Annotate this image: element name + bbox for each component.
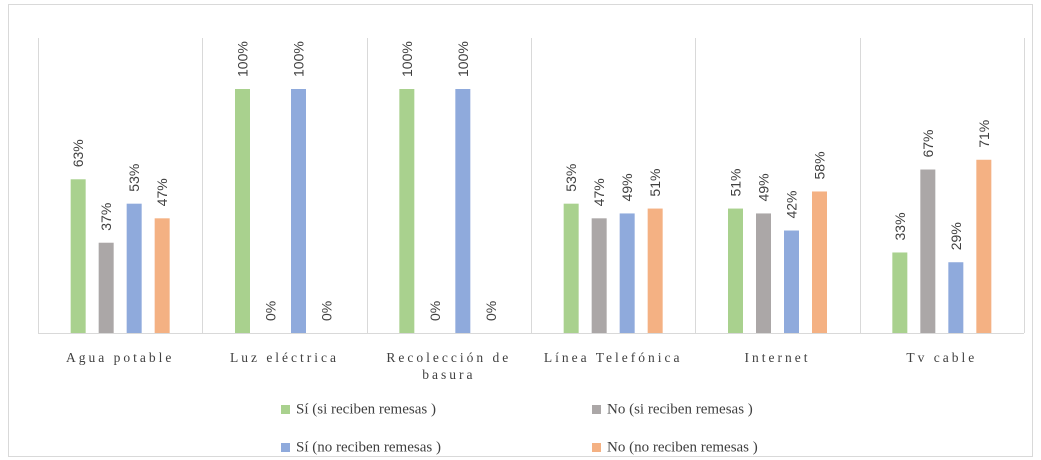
data-label: 33%	[892, 212, 908, 240]
legend-label: No (no reciben remesas )	[607, 439, 758, 455]
data-label: 49%	[619, 173, 635, 201]
data-label: 100%	[291, 41, 307, 77]
data-label: 63%	[70, 139, 86, 167]
x-tick-label: Línea Telefónica	[543, 350, 683, 365]
legend-label: Sí (no reciben remesas )	[296, 439, 441, 455]
data-label: 51%	[728, 169, 744, 197]
bar	[70, 179, 86, 333]
bar	[291, 89, 306, 333]
data-label: 47%	[591, 178, 607, 206]
bar	[892, 252, 908, 333]
x-tick-label: Agua potable	[65, 350, 175, 365]
x-tick-label: Internet	[744, 350, 811, 365]
bar	[948, 262, 964, 333]
bar	[126, 203, 142, 333]
data-label: 53%	[563, 164, 579, 192]
data-label: 58%	[812, 151, 828, 179]
x-tick-label: Tv cable	[906, 350, 978, 365]
bar	[455, 89, 471, 333]
bar	[920, 169, 936, 333]
data-label: 37%	[98, 203, 114, 231]
bar	[812, 191, 827, 333]
bar	[591, 218, 607, 333]
data-label: 0%	[319, 301, 335, 321]
legend-swatch	[592, 443, 601, 452]
bar	[976, 159, 992, 333]
data-label: 49%	[756, 173, 772, 201]
data-label: 100%	[455, 41, 471, 77]
data-label: 71%	[976, 120, 992, 148]
x-tick-label: Recolección de basura	[386, 350, 512, 382]
data-label: 47%	[154, 178, 170, 206]
bar	[154, 218, 170, 333]
legend-label: Sí (si reciben remesas )	[296, 401, 436, 417]
chart-border	[8, 4, 1033, 457]
legend-swatch	[592, 405, 601, 414]
bar	[235, 89, 250, 333]
data-label: 0%	[483, 301, 499, 321]
x-tick-label: Luz eléctrica	[229, 350, 340, 365]
legend-swatch	[281, 405, 290, 414]
data-label: 29%	[948, 222, 964, 250]
data-label: 53%	[126, 164, 142, 192]
data-label: 100%	[235, 41, 251, 77]
bar	[619, 213, 635, 333]
data-label: 42%	[784, 190, 800, 218]
data-label: 67%	[920, 129, 936, 157]
bar	[756, 213, 771, 333]
bar	[98, 242, 114, 333]
bar	[563, 203, 579, 333]
bar	[784, 230, 799, 333]
bar	[647, 208, 663, 333]
data-label: 0%	[427, 301, 443, 321]
legend-label: No (si reciben remesas )	[607, 401, 753, 417]
data-label: 100%	[399, 41, 415, 77]
data-label: 51%	[647, 169, 663, 197]
legend-swatch	[281, 443, 290, 452]
data-label: 0%	[263, 301, 279, 321]
bar	[728, 208, 743, 333]
bar	[399, 89, 415, 333]
